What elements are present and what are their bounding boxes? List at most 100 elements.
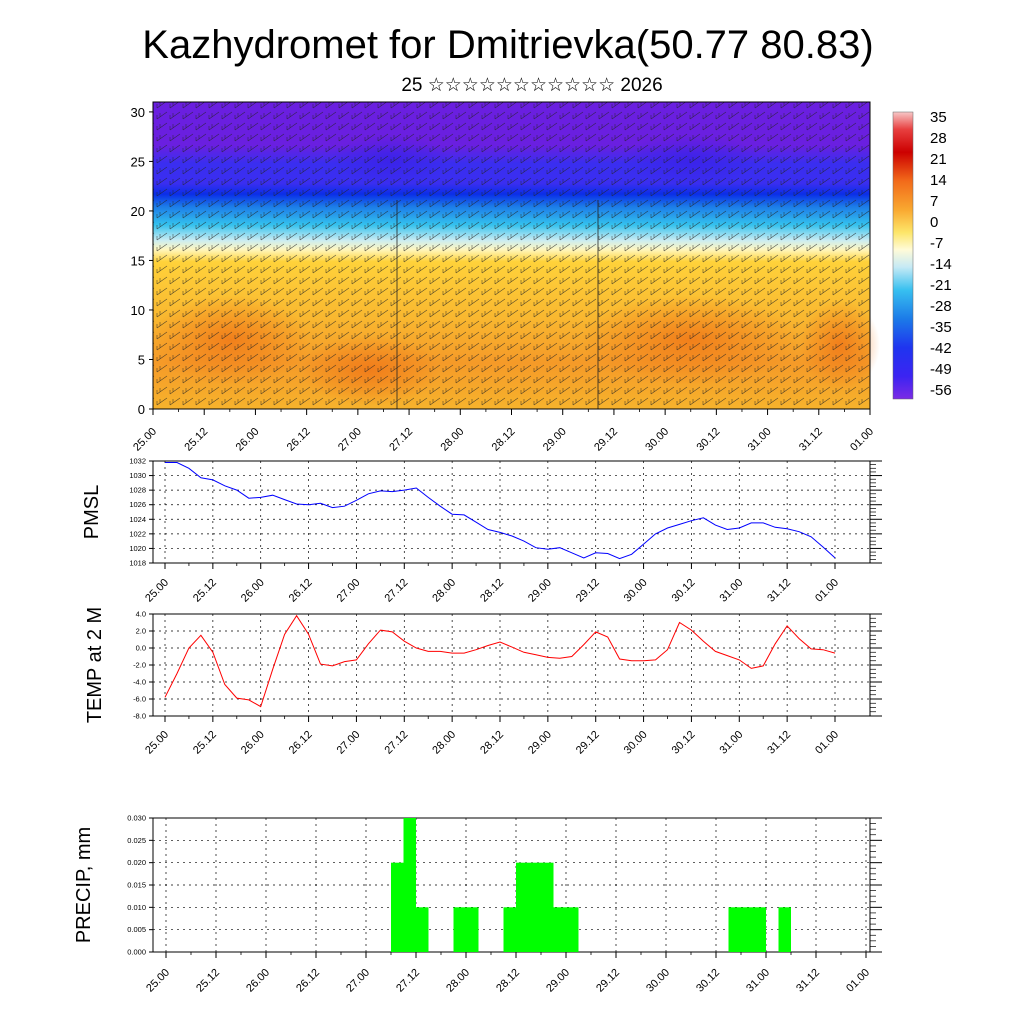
colorbar-label: 14: [930, 172, 947, 189]
precip-bars: [391, 818, 791, 952]
x-tick-label: 27.12: [387, 426, 415, 454]
y-tick-label: 1032: [129, 457, 146, 466]
y-tick-label: 10: [131, 303, 145, 318]
x-tick-label: 31.00: [717, 729, 745, 757]
precip-bar: [728, 907, 741, 952]
colorbar-label: 35: [930, 109, 947, 126]
colorbar-label: -35: [930, 319, 952, 336]
x-tick-label: 30.12: [694, 967, 722, 995]
x-tick-label: 25.00: [143, 577, 171, 605]
y-tick-label: -6.0: [133, 695, 146, 704]
x-tick-label: 30.00: [622, 577, 650, 605]
x-tick-label: 26.00: [234, 426, 262, 454]
pmsl-series-line: [165, 462, 836, 560]
x-tick-label: 28.12: [478, 577, 506, 605]
colorbar-label: -14: [930, 256, 952, 273]
colorbar-label: 7: [930, 193, 938, 210]
colorbar-label: -56: [930, 382, 952, 399]
precip-bar: [391, 862, 404, 952]
precip-bar: [541, 862, 554, 952]
x-tick-label: 28.00: [444, 967, 472, 995]
colorbar-labels: 35 28 21 14 7 0 -7 -14 -21 -28 -35 -42 -49 -56: [930, 109, 952, 399]
wind-barbs-overlay: [153, 102, 870, 409]
temp-series-line: [164, 614, 836, 708]
figure-subtitle: 25 ☆☆☆☆☆☆☆☆☆☆☆ 2026: [401, 75, 662, 96]
colorbar-label: 21: [930, 151, 947, 168]
precip-bar: [566, 907, 579, 952]
precip-bar: [466, 907, 479, 952]
x-tick-label: 30.12: [670, 577, 698, 605]
y-tick-label: 1030: [129, 471, 146, 480]
colorbar-label: 0: [930, 214, 938, 231]
x-tick-label: 30.12: [695, 426, 723, 454]
y-tick-label: 0: [138, 402, 145, 417]
x-tick-label: 27.00: [336, 426, 364, 454]
precip-bar: [403, 818, 416, 952]
y-tick-label: 1020: [129, 544, 146, 553]
x-tick-label: 31.12: [765, 577, 793, 605]
x-tick-label: 26.12: [287, 577, 315, 605]
x-tick-label: 26.00: [239, 577, 267, 605]
colorbar-label: 28: [930, 130, 947, 147]
pmsl-panel: 1032 1030 1028 1026 1024 1022 1020 1018 25.00 25.…: [81, 457, 882, 605]
y-tick-label: -2.0: [133, 661, 146, 670]
x-tick-label: 28.00: [430, 729, 458, 757]
y-tick-label: 0.000: [127, 948, 146, 957]
x-tick-label: 30.12: [670, 729, 698, 757]
x-tick-label: 30.00: [644, 967, 672, 995]
x-tick-label: 31.00: [717, 577, 745, 605]
x-tick-label: 01.00: [813, 729, 841, 757]
y-tick-label: 1028: [129, 486, 146, 495]
x-tick-label: 28.12: [494, 967, 522, 995]
x-tick-label: 25.00: [143, 729, 171, 757]
colorbar: 35 28 21 14 7 0 -7 -14 -21 -28 -35 -42 -49 -56: [892, 109, 952, 400]
x-tick-label: 30.00: [622, 729, 650, 757]
y-tick-label: 1026: [129, 500, 146, 509]
pmsl-frame: [152, 460, 871, 564]
x-tick-label: 28.00: [438, 426, 466, 454]
x-tick-label: 01.00: [844, 967, 872, 995]
precip-bar: [453, 907, 466, 952]
x-tick-label: 26.12: [294, 967, 322, 995]
precip-axes: 0.030 0.025 0.020 0.015 0.010 0.005 0.000 25.00…: [127, 814, 882, 995]
y-tick-label: 30: [131, 105, 145, 120]
x-tick-label: 29.00: [544, 967, 572, 995]
x-tick-label: 31.00: [746, 426, 774, 454]
x-tick-label: 28.00: [430, 577, 458, 605]
x-tick-label: 29.12: [574, 577, 602, 605]
x-tick-label: 25.12: [194, 967, 222, 995]
x-tick-label: 31.12: [797, 426, 825, 454]
y-tick-label: 4.0: [136, 610, 146, 619]
colorbar-label: -42: [930, 340, 952, 357]
colorbar-label: -7: [930, 235, 943, 252]
temp-ylabel: TEMP at 2 M: [84, 607, 106, 723]
x-tick-label: 25.00: [144, 967, 172, 995]
y-tick-label: 1024: [129, 515, 146, 524]
heatmap-panel: 0 5 10 15 20 25 30 25.00 25.12 26.00 26.12 27.00 27.…: [131, 101, 880, 454]
y-tick-label: 0.005: [127, 925, 146, 934]
temp-panel: 4.0 2.0 0.0 -2.0 -4.0 -6.0 -8.0 25.00 25.12 26.00…: [84, 607, 882, 757]
x-tick-label: 27.00: [335, 729, 363, 757]
x-tick-label: 28.12: [490, 426, 518, 454]
y-tick-label: 0.030: [127, 814, 146, 823]
x-tick-label: 29.00: [541, 426, 569, 454]
x-tick-label: 31.12: [765, 729, 793, 757]
x-tick-label: 29.12: [592, 426, 620, 454]
x-tick-label: 26.12: [287, 729, 315, 757]
x-tick-label: 26.00: [239, 729, 267, 757]
x-tick-label: 30.00: [643, 426, 671, 454]
figure-title: Kazhydromet for Dmitrievka(50.77 80.83): [142, 23, 873, 67]
precip-bar: [503, 907, 516, 952]
x-tick-label: 29.12: [574, 729, 602, 757]
y-tick-label: 0.020: [127, 858, 146, 867]
precip-ylabel: PRECIP, mm: [73, 827, 95, 943]
y-tick-label: -8.0: [133, 712, 146, 721]
y-tick-label: 0.025: [127, 836, 146, 845]
x-tick-label: 01.00: [813, 577, 841, 605]
x-tick-label: 27.00: [335, 577, 363, 605]
x-tick-label: 25.12: [182, 426, 210, 454]
pmsl-ylabel: PMSL: [81, 485, 103, 539]
colorbar-ramp: [892, 111, 914, 400]
y-tick-label: -4.0: [133, 678, 146, 687]
